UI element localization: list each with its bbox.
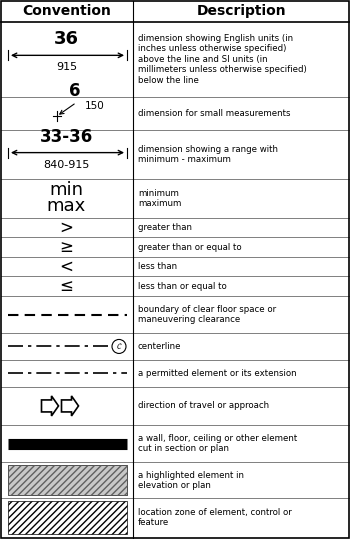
Text: a wall, floor, ceiling or other element
cut in section or plan: a wall, floor, ceiling or other element … [138, 434, 297, 453]
Text: greater than or equal to: greater than or equal to [138, 243, 242, 252]
Text: Convention: Convention [22, 4, 111, 18]
Text: less than or equal to: less than or equal to [138, 282, 227, 291]
Text: $\mathcal{C}$: $\mathcal{C}$ [116, 341, 122, 351]
Text: ≤: ≤ [60, 277, 74, 295]
Text: 36: 36 [54, 30, 79, 49]
Text: min: min [49, 182, 84, 199]
Text: 6: 6 [69, 82, 80, 100]
Text: dimension for small measurements: dimension for small measurements [138, 109, 290, 118]
Text: Description: Description [197, 4, 286, 18]
Text: location zone of element, control or
feature: location zone of element, control or fea… [138, 508, 292, 527]
Text: boundary of clear floor space or
maneuvering clearance: boundary of clear floor space or maneuve… [138, 305, 276, 324]
Text: 840-915: 840-915 [43, 160, 90, 170]
Text: less than: less than [138, 262, 177, 271]
Text: minimum
maximum: minimum maximum [138, 189, 181, 208]
Bar [8, 501, 127, 534]
Text: centerline: centerline [138, 342, 182, 351]
Bar [8, 465, 127, 495]
Text: direction of travel or approach: direction of travel or approach [138, 402, 269, 410]
Bar [8, 465, 127, 495]
Text: 150: 150 [84, 101, 104, 112]
Text: a permitted element or its extension: a permitted element or its extension [138, 369, 297, 378]
Text: <: < [60, 258, 74, 275]
Text: a highlighted element in
elevation or plan: a highlighted element in elevation or pl… [138, 471, 244, 490]
Text: ≥: ≥ [60, 238, 74, 256]
Text: dimension showing a range with
minimum - maximum: dimension showing a range with minimum -… [138, 145, 278, 164]
Polygon shape [62, 396, 78, 416]
Text: 33-36: 33-36 [40, 128, 93, 146]
Polygon shape [42, 396, 58, 416]
Text: >: > [60, 218, 74, 237]
Text: max: max [47, 197, 86, 216]
Text: greater than: greater than [138, 223, 192, 232]
Text: dimension showing English units (in
inches unless otherwise specified)
above the: dimension showing English units (in inch… [138, 34, 307, 85]
Text: 915: 915 [56, 63, 77, 72]
